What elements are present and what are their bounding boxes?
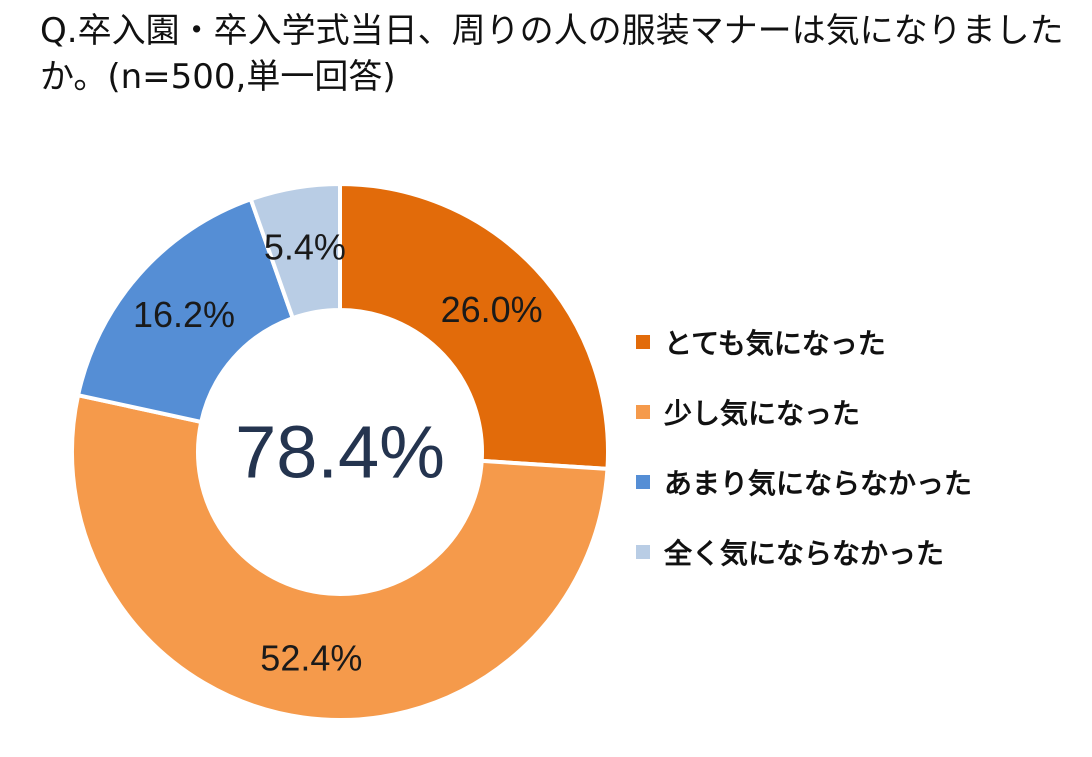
slice-4 [248,181,342,321]
center-total-label: 78.4% [235,411,445,494]
donut-slices [70,181,610,722]
legend-item-4: 全く気にならなかった [636,528,972,576]
legend-label-2: 少し気になった [664,397,861,430]
legend-swatch-2 [636,405,650,419]
slice-labels: 26.0% 52.4% 16.2% 5.4% [133,226,543,678]
legend-item-1: とても気になった [636,318,972,366]
legend: とても気になった 少し気になったあまり気にならなかった 全く気にならなかった [636,318,972,598]
slice-value-label-1: 26.0% [441,289,543,330]
legend-swatch-1 [636,335,650,349]
chart-title: Q.卒入園・卒入学式当日、周りの人の服装マナーは気になりましたか。(n=500,… [40,11,1064,97]
legend-item-3: あまり気にならなかった [636,458,972,506]
legend-label-1: とても気になった [664,327,886,360]
legend-swatch-4 [636,545,650,559]
legend-swatch-3 [636,475,650,489]
slice-3 [75,196,296,425]
slice-value-label-2: 52.4% [260,638,362,679]
legend-label-3: あまり気にならなかった [664,467,973,500]
legend-item-2: 少し気になった [636,388,972,436]
legend-label-4: 全く気にならなかった [664,537,945,570]
slice-value-label-4: 5.4% [264,226,346,267]
slice-2 [70,392,610,722]
slice-value-label-3: 16.2% [133,294,235,335]
slice-1 [338,181,610,471]
